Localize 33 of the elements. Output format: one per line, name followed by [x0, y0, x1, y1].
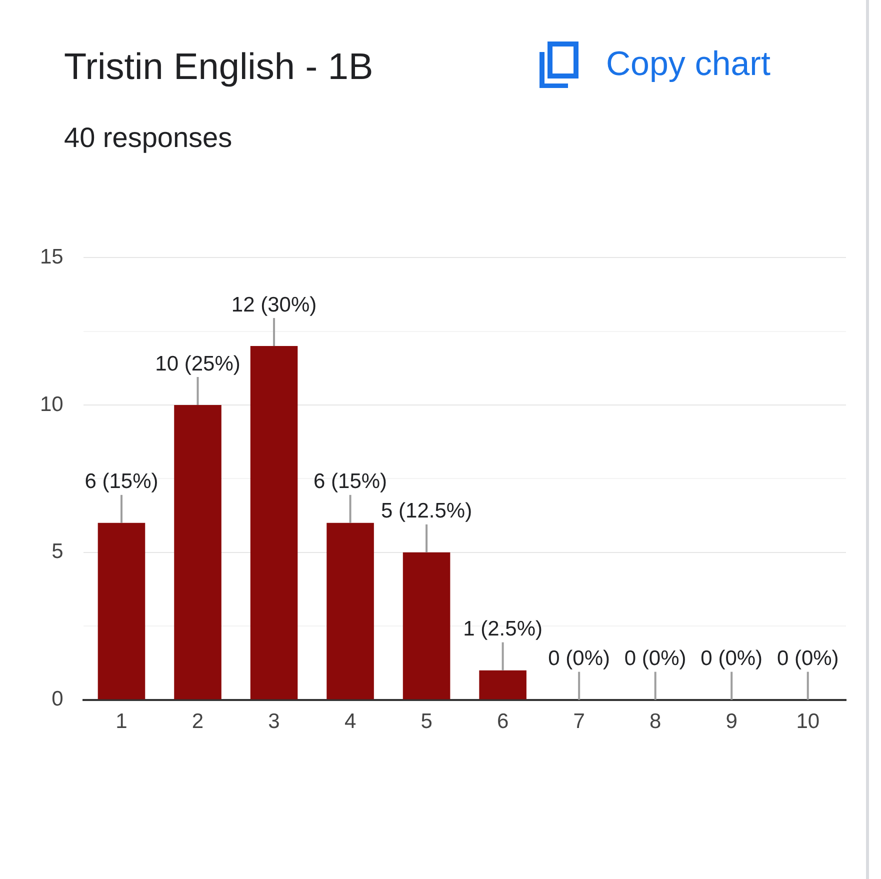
data-label: 10 (25%): [155, 352, 240, 376]
bar: [250, 346, 298, 700]
data-label: 1 (2.5%): [463, 618, 542, 641]
x-tick-label: 4: [344, 710, 356, 734]
chart-subtitle: 40 responses: [64, 122, 232, 154]
x-tick-label: 5: [420, 710, 432, 734]
bar: [98, 522, 146, 700]
x-tick-label: 2: [192, 710, 204, 734]
x-tick-label: 7: [573, 710, 585, 734]
chart-title: Tristin English - 1B: [64, 46, 374, 88]
bar: [402, 552, 450, 700]
bar: [479, 670, 526, 700]
y-tick-label: 10: [40, 392, 64, 416]
x-tick-label: 3: [268, 710, 280, 734]
x-tick-label: 6: [496, 710, 509, 734]
text: Copy chart: [606, 44, 770, 84]
data-label: 12 (30%): [231, 293, 317, 316]
bar: [174, 405, 222, 700]
x-tick-label: 1: [116, 710, 128, 734]
data-label: 0 (0%): [700, 647, 763, 670]
x-tick-label: 8: [649, 710, 662, 734]
y-tick-label: 15: [40, 245, 64, 268]
y-tick-label: 5: [52, 540, 64, 564]
data-label: 0 (0%): [548, 647, 610, 670]
x-tick-label: 9: [726, 710, 738, 734]
data-label: 0 (0%): [776, 647, 839, 670]
bar: [326, 522, 374, 700]
x-tick-label: 10: [796, 710, 820, 734]
y-tick-label: 0: [52, 688, 64, 711]
data-label: 5 (12.5%): [381, 500, 472, 523]
data-label: 6 (15%): [314, 470, 388, 494]
data-label: 6 (15%): [84, 470, 158, 494]
data-label: 0 (0%): [624, 647, 686, 670]
